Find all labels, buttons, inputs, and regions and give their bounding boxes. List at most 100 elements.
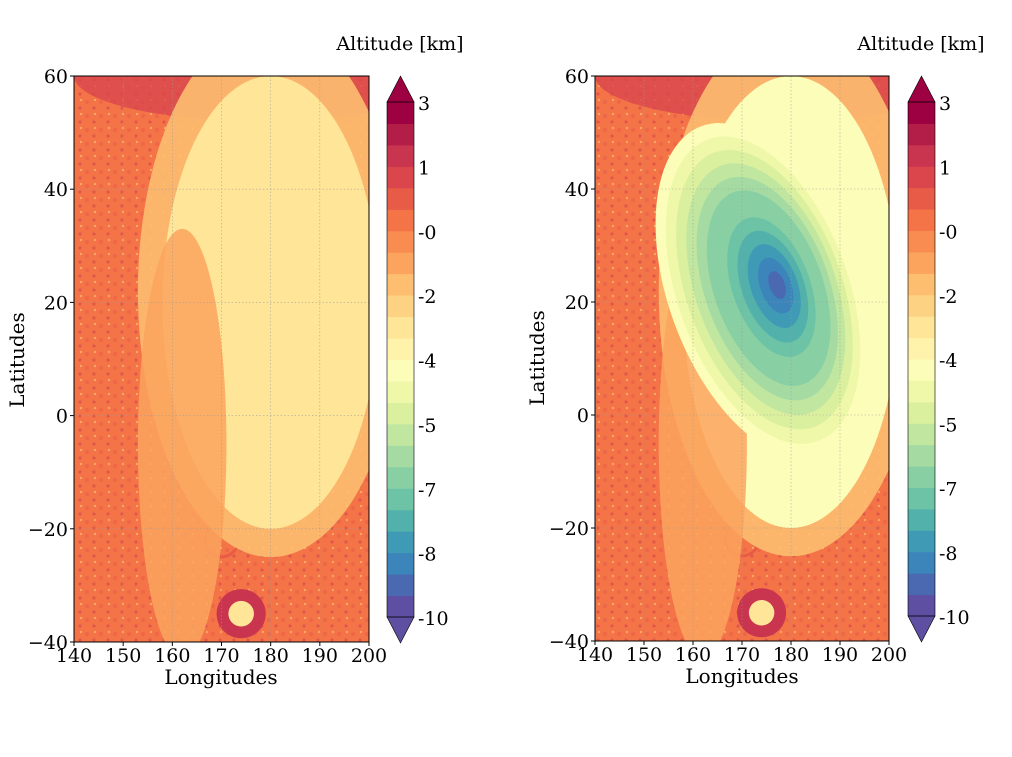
depression-contours xyxy=(655,123,868,459)
colorbar-segment xyxy=(387,187,414,210)
colorbar-segment xyxy=(908,251,935,274)
colorbar-segment xyxy=(387,552,414,575)
colorbar-segment xyxy=(908,294,935,317)
colorbar-segment xyxy=(387,488,414,511)
colorbar-tick-label: -2 xyxy=(939,286,958,308)
x-tick-label: 140 xyxy=(56,645,92,667)
colorbar-segment xyxy=(908,444,935,467)
colorbar-segment xyxy=(908,166,935,189)
colorbar-segment xyxy=(908,337,935,360)
x-tick-label: 160 xyxy=(675,644,711,666)
colorbar-tick-label: -7 xyxy=(418,479,437,501)
left-colorbar-title: Altitude [km] xyxy=(335,33,463,55)
colorbar-segment xyxy=(908,209,935,231)
colorbar-segment xyxy=(387,402,414,425)
colorbar-tick-label: -4 xyxy=(418,351,437,373)
topography-field xyxy=(595,76,889,641)
x-tick-label: 150 xyxy=(626,644,662,666)
colorbar-extend-min xyxy=(386,616,415,644)
colorbar-segment xyxy=(387,273,414,296)
colorbar-tick-label: -5 xyxy=(418,415,437,437)
colorbar-tick-label: 1 xyxy=(939,157,951,179)
colorbar-tick-label: -8 xyxy=(939,543,958,565)
colorbar-tick-label: -10 xyxy=(939,607,970,629)
colorbar-segment xyxy=(387,466,414,489)
colorbar-segment xyxy=(387,252,414,275)
colorbar-segment xyxy=(387,445,414,468)
colorbar-segment xyxy=(908,508,935,531)
y-tick-label: −40 xyxy=(28,632,68,654)
crater-floor xyxy=(748,600,775,626)
y-tick-label: −20 xyxy=(28,519,68,541)
colorbar-segment xyxy=(908,466,935,488)
colorbar-segment xyxy=(387,123,414,146)
right-map-y-axis-label: Latitudes xyxy=(525,310,549,405)
x-tick-label: 190 xyxy=(822,644,858,666)
colorbar-tick-label: -8 xyxy=(418,544,437,566)
colorbar-extend-max xyxy=(386,75,415,103)
colorbar-frame xyxy=(386,101,415,618)
x-tick-label: 170 xyxy=(724,644,760,666)
right-colorbar: 3 1 -0 -2 -4 -5 -7 -8 -10 xyxy=(907,75,970,643)
colorbar-segment xyxy=(387,338,414,360)
colorbar-tick-label: 1 xyxy=(418,157,430,179)
x-tick-label: 140 xyxy=(577,644,613,666)
y-tick-label: −20 xyxy=(549,518,589,540)
left-map-x-axis-label: Longitudes xyxy=(164,665,277,689)
colorbar-segment xyxy=(908,401,935,424)
colorbar-segment xyxy=(387,209,414,232)
colorbar-extend-min xyxy=(907,615,936,643)
x-tick-label: 200 xyxy=(871,644,907,666)
colorbar-segment xyxy=(387,144,414,167)
colorbar-segment xyxy=(908,144,935,167)
colorbar-extend-max xyxy=(907,75,936,103)
x-tick-label: 170 xyxy=(203,645,239,667)
colorbar-segment xyxy=(908,316,935,339)
colorbar-segment xyxy=(387,316,414,339)
colorbar-segment xyxy=(387,102,414,124)
colorbar-segment xyxy=(908,573,935,596)
x-tick-label: 150 xyxy=(105,645,141,667)
colorbar-segment xyxy=(908,123,935,146)
colorbar-tick-label: -10 xyxy=(418,608,449,630)
colorbar-segment xyxy=(387,380,414,403)
colorbar-tick-label: 3 xyxy=(418,93,430,115)
western-lowland xyxy=(137,228,227,642)
colorbar-tick-label: -7 xyxy=(939,479,958,501)
x-tick-label: 190 xyxy=(302,645,338,667)
colorbar-segment xyxy=(908,380,935,403)
colorbar-segment xyxy=(908,487,935,510)
colorbar-tick-label: -5 xyxy=(939,414,958,436)
right-colorbar-title: Altitude [km] xyxy=(856,33,984,55)
colorbar-segment xyxy=(387,166,414,189)
y-tick-label: 60 xyxy=(44,66,68,88)
depression-contour xyxy=(768,271,786,300)
y-tick-label: 20 xyxy=(44,292,68,314)
x-tick-label: 160 xyxy=(154,645,190,667)
colorbar-segment xyxy=(908,230,935,253)
y-tick-label: −40 xyxy=(549,631,589,653)
y-tick-label: 40 xyxy=(44,179,68,201)
colorbar-frame xyxy=(907,101,936,617)
colorbar-segment xyxy=(908,551,935,574)
right-map-plot-area xyxy=(594,75,890,642)
colorbar-segment xyxy=(387,509,414,532)
colorbar-tick-label: -2 xyxy=(418,286,437,308)
left-map-y-axis-label: Latitudes xyxy=(5,312,29,407)
colorbar-segment xyxy=(387,574,414,597)
colorbar-segment xyxy=(387,423,414,446)
right-map-x-axis-label: Longitudes xyxy=(685,664,798,688)
colorbar-tick-label: -0 xyxy=(418,222,437,244)
y-tick-label: 0 xyxy=(56,406,68,428)
colorbar-tick-label: -4 xyxy=(939,350,958,372)
colorbar-segment xyxy=(908,423,935,446)
y-tick-label: 20 xyxy=(565,292,589,314)
colorbar-segment xyxy=(387,359,414,382)
crater-floor xyxy=(228,600,254,627)
x-tick-label: 180 xyxy=(253,645,289,667)
colorbar-tick-label: 3 xyxy=(939,93,951,115)
